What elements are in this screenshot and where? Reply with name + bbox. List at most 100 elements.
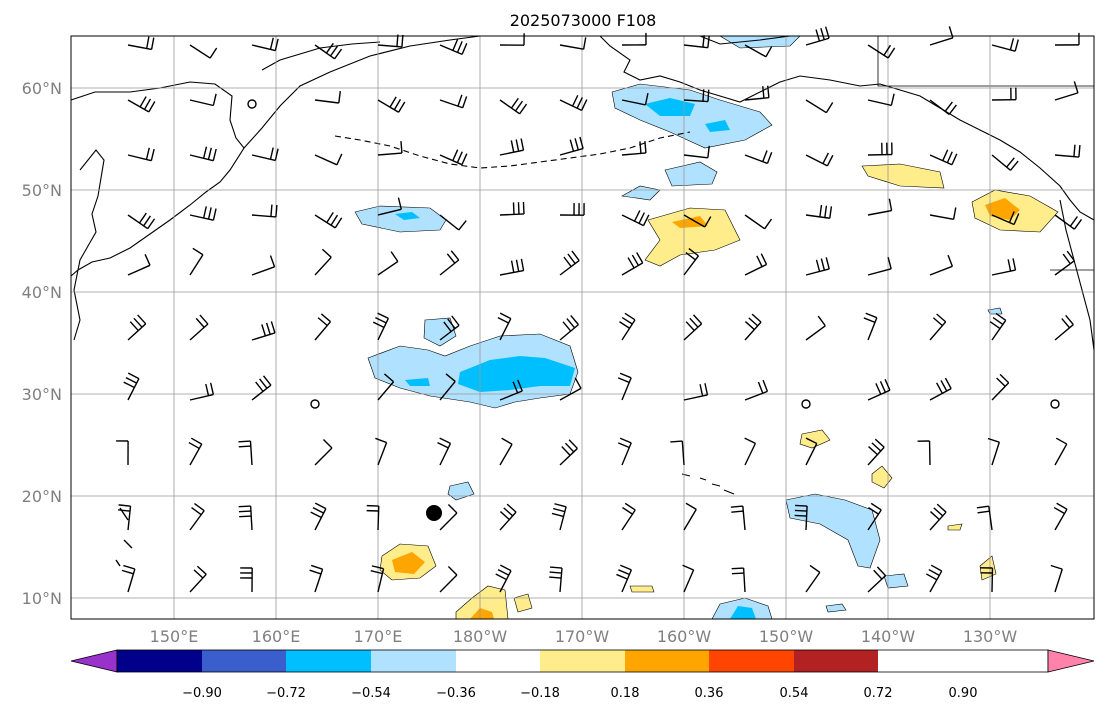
wind-barb [189, 44, 218, 59]
wind-barb [439, 39, 468, 55]
lon-label: 130°W [963, 627, 1018, 646]
fill-region [405, 378, 430, 386]
wind-barb [375, 437, 388, 466]
wind-barb [805, 204, 833, 219]
colorbar-segment [456, 650, 540, 672]
wind-barb [991, 258, 1017, 276]
wind-barb [127, 314, 147, 341]
colorbar-high-extend [1047, 649, 1095, 673]
wind-barb [616, 564, 633, 593]
wind-barb [499, 97, 528, 115]
wind-barb [991, 211, 1020, 226]
fill-region [611, 83, 773, 149]
map-area [71, 36, 1094, 619]
graticule [71, 36, 1094, 619]
wind-barb [189, 502, 205, 531]
wind-barb [377, 34, 404, 48]
lon-label: 140°W [861, 627, 916, 646]
wind-barb [929, 149, 958, 166]
wind-barb [437, 437, 452, 466]
wind-barb [559, 94, 588, 112]
fill-region [645, 98, 695, 116]
wind-barb [621, 252, 644, 276]
wind-barb [127, 36, 155, 51]
lon-label: 150°W [759, 627, 814, 646]
colorbar-low-extend [70, 649, 118, 673]
wind-barb [370, 565, 385, 593]
wind-barb [314, 439, 333, 466]
wind-barb [499, 138, 525, 156]
wind-barb [495, 564, 512, 593]
wind-barb [683, 89, 710, 103]
wind-barb [1054, 144, 1081, 158]
lat-label: 40°N [22, 283, 62, 302]
wind-barb [189, 565, 207, 593]
wind-barb [439, 566, 458, 593]
wind-barb [621, 92, 649, 106]
wind-barb [310, 502, 327, 531]
wind-barb [987, 437, 1000, 466]
wind-barb [863, 312, 878, 341]
wind-barb [559, 136, 584, 156]
wind-barb [559, 37, 587, 50]
wind-barb [670, 440, 685, 466]
anomaly-fills [354, 35, 1059, 620]
wind-barb [980, 567, 994, 593]
wind-barb [929, 503, 947, 531]
wind-barb [621, 32, 647, 46]
wind-barb [251, 147, 279, 162]
fill-region [987, 307, 1003, 315]
wind-barb [439, 94, 468, 109]
wind-barb [683, 214, 712, 228]
colorbar-label: −0.18 [520, 686, 560, 701]
colorbar-label: −0.54 [351, 686, 391, 701]
wind-barb [989, 312, 1007, 341]
wind-barb [744, 253, 768, 276]
wind-barb [559, 314, 579, 341]
wind-barb [683, 145, 710, 159]
lon-labels: 150°E 160°E 170°E 180°W 170°W 160°W 150°… [150, 627, 1018, 646]
fill-region [423, 317, 457, 347]
wind-barb [744, 379, 769, 401]
wind-barb [439, 315, 460, 341]
wind-barb [127, 254, 151, 276]
wind-barbs [116, 26, 1083, 593]
colorbar-label: −0.90 [182, 686, 222, 701]
wind-barb [744, 437, 757, 466]
wind-barb [682, 564, 695, 593]
wind-barb [805, 99, 834, 114]
fill-region [629, 585, 655, 593]
coastline [261, 41, 381, 71]
colorbar-segment [202, 650, 286, 672]
wind-barb [251, 255, 276, 276]
colorbar-segment [709, 650, 794, 672]
wind-barb [189, 382, 215, 401]
wind-barb [499, 379, 523, 401]
wind-barb [127, 212, 156, 230]
fill-region [447, 481, 475, 501]
fill-region [785, 493, 881, 569]
wind-barb [497, 312, 512, 341]
wind-barb [805, 26, 830, 46]
colorbar-label: 0.36 [695, 686, 724, 701]
wind-barb [439, 373, 456, 401]
border [877, 36, 1094, 87]
colorbar-segment [286, 650, 371, 672]
colorbar-segment [625, 650, 709, 672]
wind-barb [867, 502, 882, 531]
colorbar-segment [371, 650, 456, 672]
wind-barb [917, 440, 931, 466]
wind-barb [439, 250, 460, 276]
wind-barb [189, 247, 204, 276]
wind-barb [240, 567, 253, 593]
fill-region [395, 212, 420, 220]
wind-barb [116, 440, 129, 466]
wind-barb [744, 313, 762, 341]
calm-wind-circle [801, 399, 811, 409]
wind-barb [559, 203, 585, 216]
calm-wind-circle [247, 99, 257, 109]
wind-barb [439, 504, 458, 531]
wind-barb [867, 198, 893, 216]
wind-barb [731, 567, 746, 593]
